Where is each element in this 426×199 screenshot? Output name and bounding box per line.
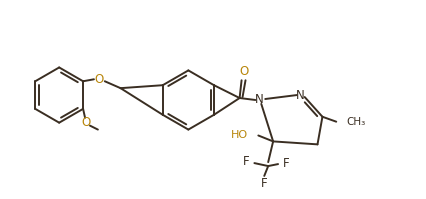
- Text: F: F: [261, 177, 268, 190]
- Text: O: O: [94, 73, 104, 86]
- Text: F: F: [243, 155, 250, 168]
- Text: CH₃: CH₃: [346, 117, 366, 127]
- Text: HO: HO: [231, 130, 248, 139]
- Text: O: O: [81, 116, 91, 129]
- Text: N: N: [255, 94, 264, 106]
- Text: F: F: [282, 157, 289, 170]
- Text: O: O: [239, 65, 248, 78]
- Text: N: N: [296, 89, 305, 101]
